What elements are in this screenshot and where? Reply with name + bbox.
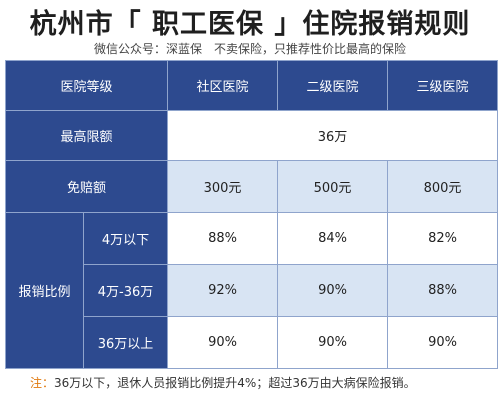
deductible-community: 300元	[167, 160, 279, 213]
ratio-cell: 90%	[277, 264, 389, 317]
footnote-text: 36万以下，退休人员报销比例提升4%；超过36万由大病保险报销。	[54, 376, 416, 390]
ratio-cell: 90%	[277, 316, 389, 369]
range-label-above-360k: 36万以上	[82, 316, 169, 369]
table-header-row: 医院等级 社区医院 二级医院 三级医院	[4, 60, 499, 111]
range-label-40k-360k: 4万-36万	[82, 264, 169, 317]
ratio-cell: 88%	[167, 212, 279, 265]
ratio-cell: 90%	[167, 316, 279, 369]
reimbursement-rules-table: 医院等级 社区医院 二级医院 三级医院 最高限额 36万 免赔额 300元 50…	[4, 60, 499, 369]
col-tertiary-hospital: 三级医院	[387, 60, 499, 111]
ratio-cell: 92%	[167, 264, 279, 317]
range-label-below-40k: 4万以下	[82, 212, 169, 265]
max-limit-label: 最高限额	[4, 110, 169, 161]
footnote: 注：36万以下，退休人员报销比例提升4%；超过36万由大病保险报销。	[30, 374, 500, 391]
col-secondary-hospital: 二级医院	[277, 60, 389, 111]
table-row: 报销比例 4万以下 88% 84% 82%	[5, 212, 499, 369]
ratio-cell: 88%	[387, 264, 499, 317]
max-limit-row: 最高限额 36万	[4, 110, 499, 161]
deductible-secondary: 500元	[277, 160, 389, 213]
deductible-tertiary: 800元	[387, 160, 499, 213]
table-row: 4万-36万 92% 90% 88%	[6, 264, 499, 317]
max-limit-value: 36万	[167, 110, 499, 161]
ratio-cell: 90%	[387, 316, 499, 369]
hospital-level-label: 医院等级	[4, 60, 169, 111]
col-community-hospital: 社区医院	[167, 60, 279, 111]
table-row: 36万以上 90% 90% 90%	[6, 316, 499, 369]
ratio-cell: 82%	[387, 212, 499, 265]
footnote-prefix: 注：	[30, 376, 55, 390]
page-title: 杭州市「 职工医保 」住院报销规则	[29, 9, 471, 40]
reimbursement-ratio-label: 报销比例	[5, 212, 84, 369]
page-subtitle: 微信公众号：深蓝保 不卖保险，只推荐性价比最高的保险	[93, 42, 406, 56]
ratio-cell: 84%	[277, 212, 389, 265]
deductible-label: 免赔额	[4, 160, 169, 213]
deductible-row: 免赔额 300元 500元 800元	[4, 160, 499, 213]
